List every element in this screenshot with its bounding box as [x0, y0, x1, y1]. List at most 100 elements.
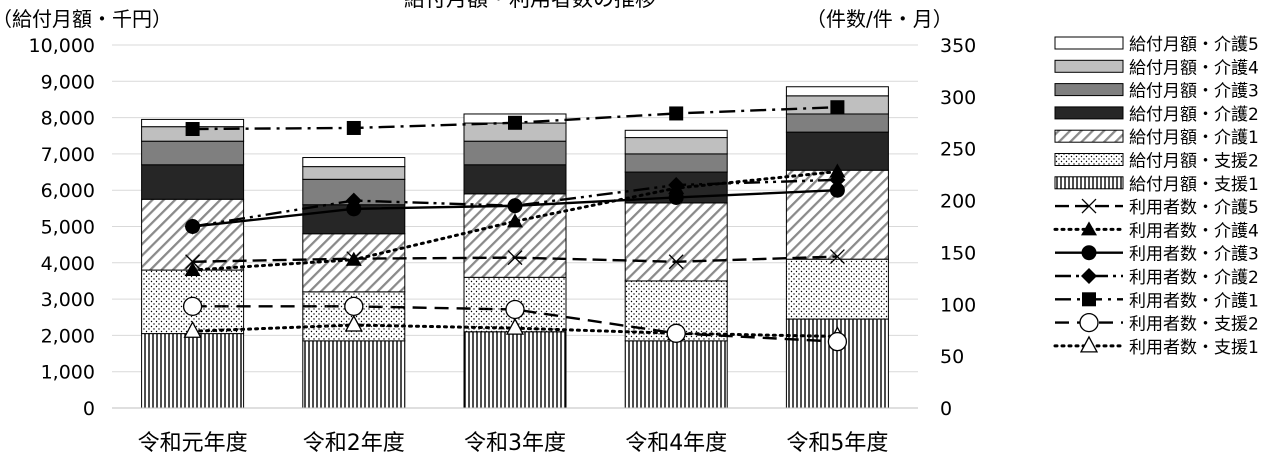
legend-label: 給付月額・介護3 [1129, 82, 1259, 102]
data-point [668, 180, 685, 195]
legend-swatch [1054, 83, 1124, 97]
bar-segment-1 [463, 331, 567, 409]
bar-segment-3 [624, 202, 728, 282]
data-point [182, 296, 203, 317]
legend-label: 利用者数・介護3 [1129, 245, 1259, 265]
bar-segment-5 [785, 113, 889, 133]
bar-segment-6 [624, 137, 728, 155]
data-point [507, 213, 523, 228]
legend-item: 利用者数・介護2 [1055, 268, 1259, 288]
x-tick-label: 令和5年度 [786, 431, 888, 456]
series-line [192, 305, 838, 343]
right-tick-label: 0 [940, 398, 952, 420]
data-point [183, 320, 202, 338]
legend-marker [1082, 292, 1096, 307]
data-point [508, 115, 522, 130]
right-tick-label: 200 [940, 191, 976, 213]
left-tick-label: 9,000 [41, 71, 95, 93]
bar-segment-1 [624, 340, 728, 409]
line-series-5 [185, 100, 845, 137]
legend-item: 利用者数・介護4 [1053, 221, 1259, 241]
right-tick-label: 250 [940, 139, 976, 161]
left-tick-label: 10,000 [29, 35, 95, 57]
legend: 給付月額・介護5 給付月額・介護4 給付月額・介護3 給付月額・介護2 給付月額・介護1… [1053, 35, 1259, 358]
bar-segment-7 [785, 86, 889, 97]
legend-label: 利用者数・支援1 [1129, 338, 1259, 358]
legend-item: 利用者数・介護1 [1055, 291, 1259, 311]
legend-swatch [1054, 153, 1124, 166]
legend-label: 利用者数・介護5 [1129, 198, 1259, 218]
data-point [668, 254, 684, 270]
left-tick-label: 5,000 [41, 217, 95, 239]
data-point [666, 323, 686, 343]
legend-label: 給付月額・支援2 [1129, 152, 1259, 172]
bar-segment-7 [302, 157, 406, 168]
legend-item: 給付月額・支援2 [1054, 152, 1259, 172]
legend-label: 給付月額・介護1 [1129, 128, 1259, 148]
line-series-1 [185, 249, 845, 270]
left-tick-label: 6,000 [41, 180, 95, 202]
data-point [344, 314, 363, 332]
legend-marker [1079, 312, 1099, 333]
legend-label: 利用者数・介護4 [1129, 221, 1259, 241]
legend-item: 給付月額・介護4 [1054, 58, 1259, 78]
x-tick-label: 令和元年度 [138, 431, 248, 456]
data-point [507, 250, 523, 266]
legend-label: 利用者数・介護2 [1129, 268, 1259, 288]
legend-marker [1081, 198, 1097, 214]
bar-segment-5 [463, 140, 567, 166]
left-axis-ticks: 0 1,000 2,000 3,000 4,000 5,000 6,000 7,000 8,00… [29, 35, 95, 420]
right-tick-label: 350 [940, 35, 976, 57]
legend-swatch [1054, 129, 1124, 143]
legend-item: 利用者数・支援2 [1055, 312, 1259, 335]
right-axis-ticks: 0 50 100 150 200 250 300 350 [940, 35, 976, 420]
data-point [185, 219, 201, 234]
stacked-bars [141, 86, 889, 409]
bar-segment-3 [141, 198, 245, 271]
data-point [184, 262, 201, 277]
bar-segment-7 [624, 129, 728, 139]
chart-title: 給付月額・利用者数の推移 [404, 0, 656, 11]
legend-label: 給付月額・介護4 [1129, 58, 1259, 78]
legend-marker [1081, 221, 1097, 236]
data-point [346, 201, 362, 217]
left-tick-label: 2,000 [41, 325, 95, 347]
legend-item: 給付月額・支援1 [1054, 175, 1259, 195]
right-tick-label: 150 [940, 242, 976, 264]
data-point [827, 331, 848, 352]
data-point [829, 163, 846, 178]
legend-item: 給付月額・介護1 [1054, 128, 1259, 148]
x-tick-label: 令和3年度 [464, 431, 566, 456]
bar-segment-4 [141, 164, 245, 200]
right-tick-label: 100 [940, 294, 976, 316]
left-tick-label: 3,000 [41, 289, 95, 311]
bar-segment-5 [141, 140, 245, 166]
right-tick-label: 300 [940, 87, 976, 109]
legend-marker [1079, 335, 1099, 353]
left-axis-label: （給付月額・千円） [0, 7, 172, 31]
left-tick-label: 0 [83, 398, 95, 420]
data-point [185, 254, 201, 270]
legend-marker [1081, 268, 1097, 284]
left-tick-label: 1,000 [41, 362, 95, 384]
x-tick-label: 令和2年度 [303, 431, 405, 456]
bar-segment-6 [302, 166, 406, 180]
legend-item: 給付月額・介護2 [1054, 105, 1259, 125]
data-point [507, 198, 523, 214]
legend-item: 給付月額・介護5 [1054, 35, 1259, 55]
left-tick-label: 7,000 [41, 144, 95, 166]
legend-swatch [1054, 176, 1124, 190]
legend-label: 利用者数・介護1 [1129, 291, 1259, 311]
series-line [191, 170, 839, 272]
data-point [830, 100, 845, 115]
x-axis-labels: 令和元年度 令和2年度 令和3年度 令和4年度 令和5年度 [138, 431, 889, 456]
line-series [182, 100, 848, 352]
line-series-6 [182, 296, 848, 352]
legend-swatch [1054, 59, 1124, 73]
data-point [829, 249, 845, 265]
legend-item: 利用者数・介護3 [1055, 245, 1259, 265]
bar-segment-5 [624, 153, 728, 173]
legend-item: 利用者数・介護5 [1055, 198, 1259, 218]
left-tick-label: 8,000 [41, 108, 95, 130]
data-point [505, 317, 525, 335]
